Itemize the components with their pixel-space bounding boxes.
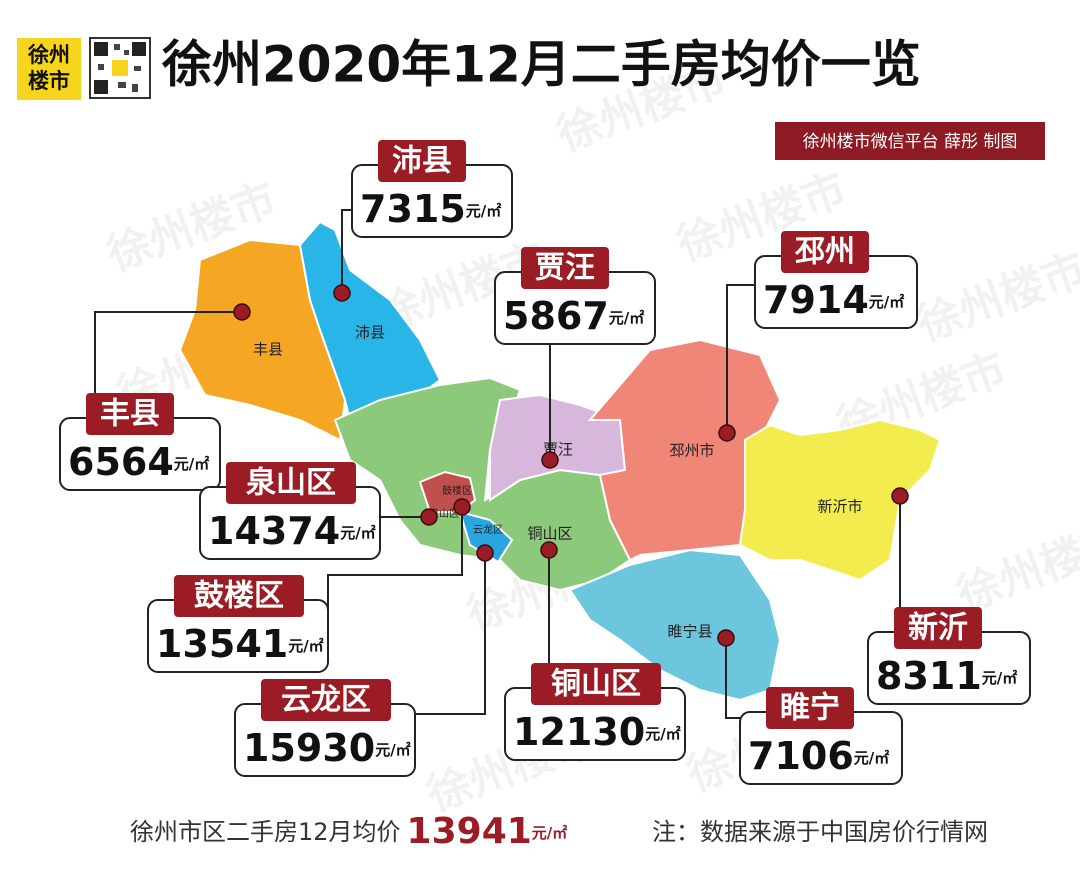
- map-label: 沛县: [355, 324, 385, 342]
- district-name: 泉山区: [246, 466, 336, 501]
- title: 徐州2020年12月二手房均价一览: [161, 36, 921, 94]
- price-value: 14374: [208, 509, 340, 553]
- name-box: [86, 393, 174, 435]
- district-name: 丰县: [100, 397, 160, 432]
- price-unit: 元/㎡: [645, 725, 680, 743]
- name-box: [378, 140, 466, 182]
- watermark: 徐州楼市: [949, 513, 1080, 621]
- map-label: 丰县: [253, 341, 283, 359]
- district-name: 铜山区: [551, 667, 641, 702]
- name-box: [521, 247, 609, 289]
- district-name: 沛县: [392, 144, 452, 179]
- name-box: [174, 575, 304, 617]
- qr-code: [89, 37, 151, 99]
- map-label: 鼓楼区: [442, 484, 472, 497]
- callouts: 沛县7315元/㎡贾汪5867元/㎡邳州7914元/㎡丰县6564元/㎡泉山区1…: [59, 140, 1031, 785]
- location-dot: [233, 303, 251, 321]
- price: 7315元/㎡: [360, 187, 501, 231]
- location-dot: [541, 451, 559, 469]
- name-box: [226, 462, 356, 504]
- price: 15930元/㎡: [243, 726, 411, 770]
- location-dot: [540, 541, 558, 559]
- footer-price: 13941: [407, 811, 532, 852]
- leader-line: [415, 553, 486, 715]
- map-label: 铜山区: [527, 525, 572, 543]
- price: 6564元/㎡: [68, 440, 209, 484]
- credit: 徐州楼市微信平台 薛彤 制图: [803, 132, 1018, 152]
- price: 7914元/㎡: [763, 278, 904, 322]
- map-label: 邳州市: [669, 442, 714, 460]
- price-value: 7106: [748, 734, 854, 778]
- footer-unit: 元/㎡: [532, 824, 567, 842]
- price-unit: 元/㎡: [609, 309, 644, 327]
- district-name: 邳州: [794, 235, 855, 270]
- leader-line: [341, 209, 352, 293]
- location-dot: [453, 498, 471, 516]
- district-name: 云龙区: [281, 683, 371, 718]
- region: [587, 338, 782, 562]
- footer: 徐州市区二手房12月均价 13941元/㎡: [130, 811, 567, 852]
- price-unit: 元/㎡: [288, 637, 323, 655]
- region: [458, 510, 514, 564]
- name-box: [894, 607, 982, 649]
- leader-line: [94, 311, 242, 418]
- credit-box: [775, 122, 1045, 160]
- location-dot: [717, 629, 735, 647]
- district-name: 新沂: [908, 611, 968, 646]
- logo-box: [17, 38, 81, 100]
- price-unit: 元/㎡: [340, 524, 375, 542]
- price-value: 13541: [156, 622, 288, 666]
- price-unit: 元/㎡: [982, 669, 1017, 687]
- name-box: [781, 231, 869, 273]
- map: [178, 220, 942, 702]
- price-value: 6564: [68, 440, 174, 484]
- price: 7106元/㎡: [748, 734, 889, 778]
- map-label: 新沂市: [817, 498, 862, 516]
- location-dot: [476, 544, 494, 562]
- price-unit: 元/㎡: [466, 202, 501, 220]
- leader-line: [725, 638, 740, 719]
- leader-line: [726, 284, 755, 433]
- name-box: [531, 663, 661, 705]
- price-unit: 元/㎡: [375, 741, 410, 759]
- price: 12130元/㎡: [513, 710, 681, 754]
- price-value: 15930: [243, 726, 375, 770]
- map-label: 云龙区: [473, 523, 503, 536]
- price-value: 8311: [876, 654, 982, 698]
- region: [298, 220, 442, 422]
- district-name: 睢宁: [780, 691, 840, 726]
- price-value: 5867: [503, 294, 609, 338]
- watermark: 徐州楼市: [909, 243, 1080, 351]
- location-dot: [420, 508, 438, 526]
- price-value: 7315: [360, 187, 466, 231]
- name-box: [261, 679, 391, 721]
- logo-line: 徐州: [27, 43, 70, 67]
- price-unit: 元/㎡: [854, 749, 889, 767]
- name-box: [766, 687, 854, 729]
- district-name: 贾汪: [535, 251, 595, 286]
- logo-line: 楼市: [28, 69, 70, 93]
- location-dot: [333, 284, 351, 302]
- map-label: 睢宁县: [667, 623, 712, 641]
- leader-line: [327, 507, 463, 620]
- location-dot: [891, 487, 909, 505]
- district-name: 鼓楼区: [194, 579, 284, 614]
- price-value: 12130: [513, 710, 645, 754]
- price: 8311元/㎡: [876, 654, 1017, 698]
- location-dot: [718, 424, 736, 442]
- price: 13541元/㎡: [156, 622, 324, 666]
- price: 5867元/㎡: [503, 294, 644, 338]
- price-value: 7914: [763, 278, 869, 322]
- footer-label: 徐州市区二手房12月均价: [130, 818, 401, 846]
- price-unit: 元/㎡: [174, 455, 209, 473]
- price-unit: 元/㎡: [869, 293, 904, 311]
- price: 14374元/㎡: [208, 509, 376, 553]
- footer-note: 注：数据来源于中国房价行情网: [652, 818, 988, 846]
